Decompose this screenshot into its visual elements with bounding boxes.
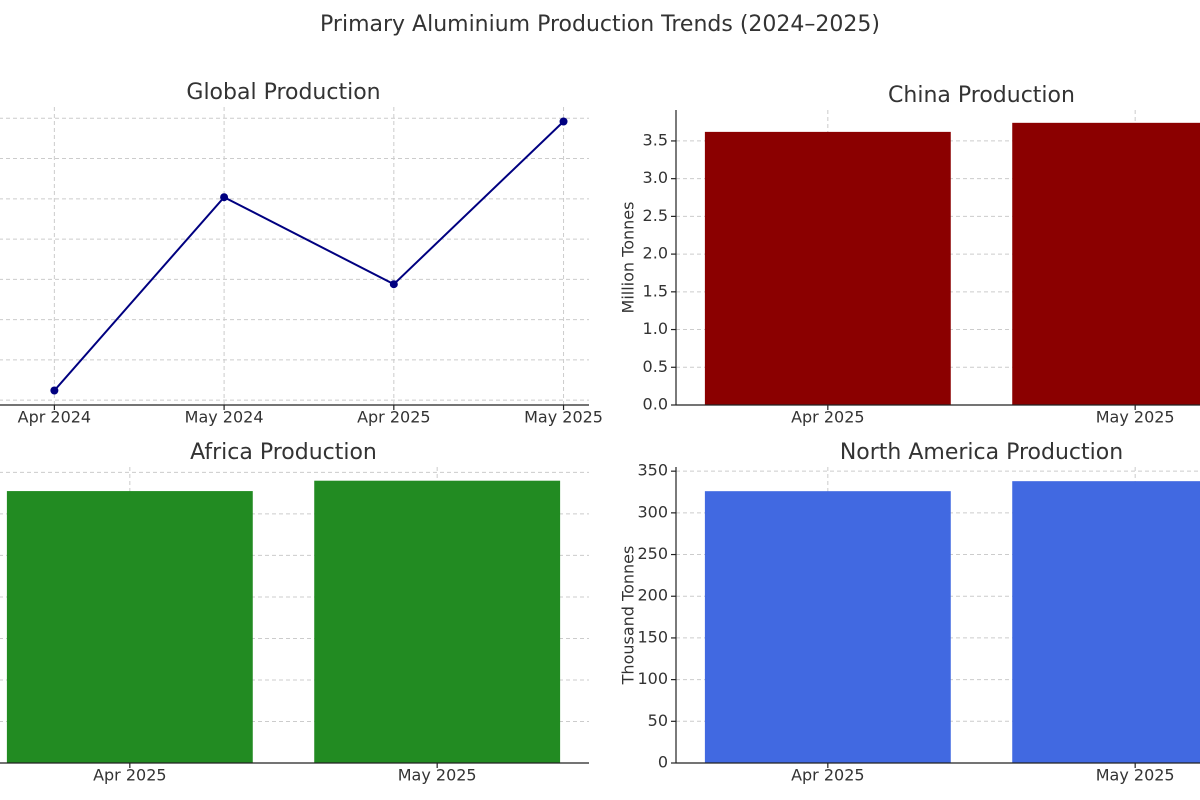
x-tick-label: May 2024 — [185, 408, 264, 427]
y-tick-label: 0.5 — [643, 357, 668, 376]
line — [53, 120, 565, 392]
y-tick-label: 2.5 — [643, 206, 668, 225]
y-tick-label: 3.0 — [643, 168, 668, 187]
y-axis-label: Thousand Tonnes — [619, 546, 638, 686]
y-tick-label: 50 — [648, 711, 668, 730]
subplot-title: China Production — [888, 83, 1075, 108]
bar — [6, 491, 253, 763]
bar — [704, 131, 951, 405]
marker — [50, 386, 59, 395]
bar — [704, 491, 951, 763]
subplot-title: Global Production — [186, 80, 380, 105]
y-tick-label: 0 — [658, 753, 668, 772]
y-tick-label: 150 — [637, 627, 668, 646]
y-tick-label: 100 — [637, 669, 668, 688]
y-tick-label: 0.0 — [643, 395, 668, 414]
subplot-title: Africa Production — [190, 440, 377, 465]
y-axis-label: Million Tonnes — [619, 202, 638, 314]
y-tick-label: 3.5 — [643, 130, 668, 149]
y-tick-label: 300 — [637, 502, 668, 521]
x-tick-label: Apr 2025 — [791, 766, 864, 785]
y-tick-label: 2.0 — [643, 244, 668, 263]
subplot-title: North America Production — [840, 440, 1123, 465]
bar — [314, 480, 561, 763]
figure-title: Primary Aluminium Production Trends (202… — [320, 12, 880, 37]
x-tick-label: Apr 2025 — [791, 408, 864, 427]
y-tick-label: 250 — [637, 544, 668, 563]
marker — [220, 193, 229, 202]
x-tick-label: May 2025 — [524, 408, 603, 427]
x-tick-label: May 2025 — [398, 766, 477, 785]
y-tick-label: 1.5 — [643, 281, 668, 300]
x-tick-label: Apr 2025 — [357, 408, 430, 427]
y-tick-label: 350 — [637, 461, 668, 480]
y-tick-label: 200 — [637, 586, 668, 605]
x-tick-label: Apr 2024 — [18, 408, 91, 427]
x-tick-label: May 2025 — [1096, 766, 1175, 785]
x-tick-label: May 2025 — [1096, 408, 1175, 427]
marker — [559, 117, 568, 126]
bar — [1012, 122, 1200, 406]
marker — [389, 280, 398, 289]
bar — [1012, 481, 1200, 763]
y-tick-label: 1.0 — [643, 319, 668, 338]
x-tick-label: Apr 2025 — [93, 766, 166, 785]
